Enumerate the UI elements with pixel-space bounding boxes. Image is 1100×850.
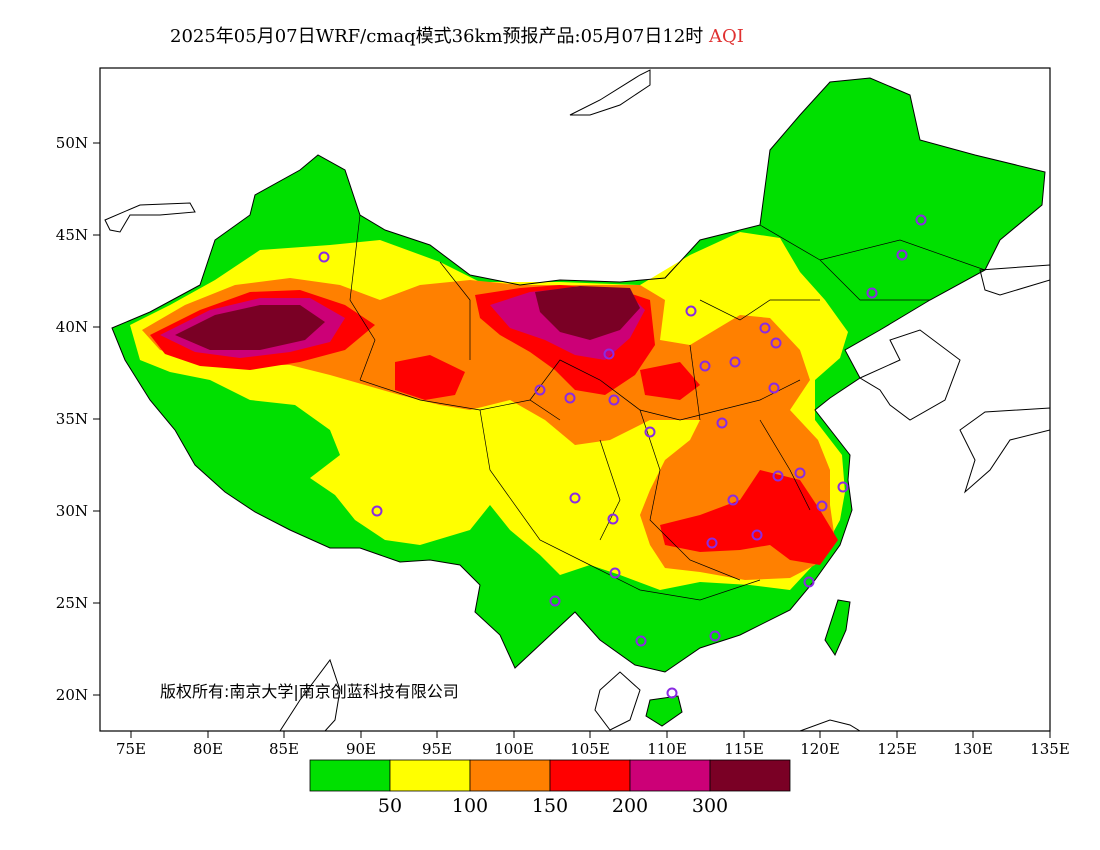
map-frame-border: [99, 67, 1051, 732]
lon-label-75e: 75E: [116, 740, 146, 758]
china-border: [111, 77, 1046, 673]
map-plot-area: 版权所有:南京大学|南京创蓝科技有限公司: [104, 69, 1050, 731]
province-borders: [349, 214, 986, 601]
lat-label-35n: 35N: [56, 410, 88, 428]
legend-swatch-5: [709, 759, 791, 792]
lat-label-40n: 40N: [56, 318, 88, 336]
coastlines: [104, 69, 1050, 731]
island-taiwan: [824, 599, 851, 657]
region-unhealthy-5: [640, 362, 700, 400]
legend-swatch-2: [469, 759, 551, 792]
lon-label-135e: 135E: [1030, 740, 1070, 758]
title-main: 2025年05月07日WRF/cmaq模式36km预报产品:05月07日12时: [170, 26, 704, 47]
lon-label-85e: 85E: [269, 740, 299, 758]
lon-label-80e: 80E: [193, 740, 223, 758]
lon-label-95e: 95E: [422, 740, 452, 758]
legend-label-300: 300: [692, 795, 728, 817]
lon-label-90e: 90E: [346, 740, 376, 758]
legend-label-150: 150: [532, 795, 568, 817]
lat-label-25n: 25N: [56, 594, 88, 612]
copyright-text: 版权所有:南京大学|南京创蓝科技有限公司: [160, 682, 459, 701]
region-unhealthy-3: [395, 355, 465, 400]
legend-swatch-3: [549, 759, 631, 792]
lon-label-100e: 100E: [494, 740, 534, 758]
region-unhealthy-4: [660, 470, 838, 565]
lon-label-110e: 110E: [647, 740, 687, 758]
legend-label-50: 50: [378, 795, 402, 817]
legend-swatch-0: [309, 759, 391, 792]
region-hazardous: [175, 305, 325, 350]
lon-label-125e: 125E: [877, 740, 917, 758]
aqi-legend: 50 100 150 200 300: [309, 759, 791, 817]
lat-label-45n: 45N: [56, 226, 88, 244]
lat-label-30n: 30N: [56, 502, 88, 520]
map-title: 2025年05月07日WRF/cmaq模式36km预报产品:05月07日12时 …: [170, 22, 744, 48]
island-hainan: [645, 695, 683, 727]
legend-swatch-1: [389, 759, 471, 792]
lat-axis: 50N 45N 40N 35N 30N 25N 20N: [56, 134, 100, 704]
lat-label-20n: 20N: [56, 686, 88, 704]
lon-label-105e: 105E: [570, 740, 610, 758]
legend-label-100: 100: [452, 795, 488, 817]
lat-label-50n: 50N: [56, 134, 88, 152]
region-hazardous-2: [535, 286, 640, 340]
legend-swatch-4: [629, 759, 711, 792]
title-variable: AQI: [709, 26, 744, 47]
lon-label-115e: 115E: [724, 740, 764, 758]
lon-label-130e: 130E: [953, 740, 993, 758]
legend-label-200: 200: [612, 795, 648, 817]
lon-label-120e: 120E: [800, 740, 840, 758]
city-markers: [318, 214, 927, 699]
lon-axis: 75E 80E 85E 90E 95E 100E 105E 110E 115E …: [116, 731, 1070, 758]
